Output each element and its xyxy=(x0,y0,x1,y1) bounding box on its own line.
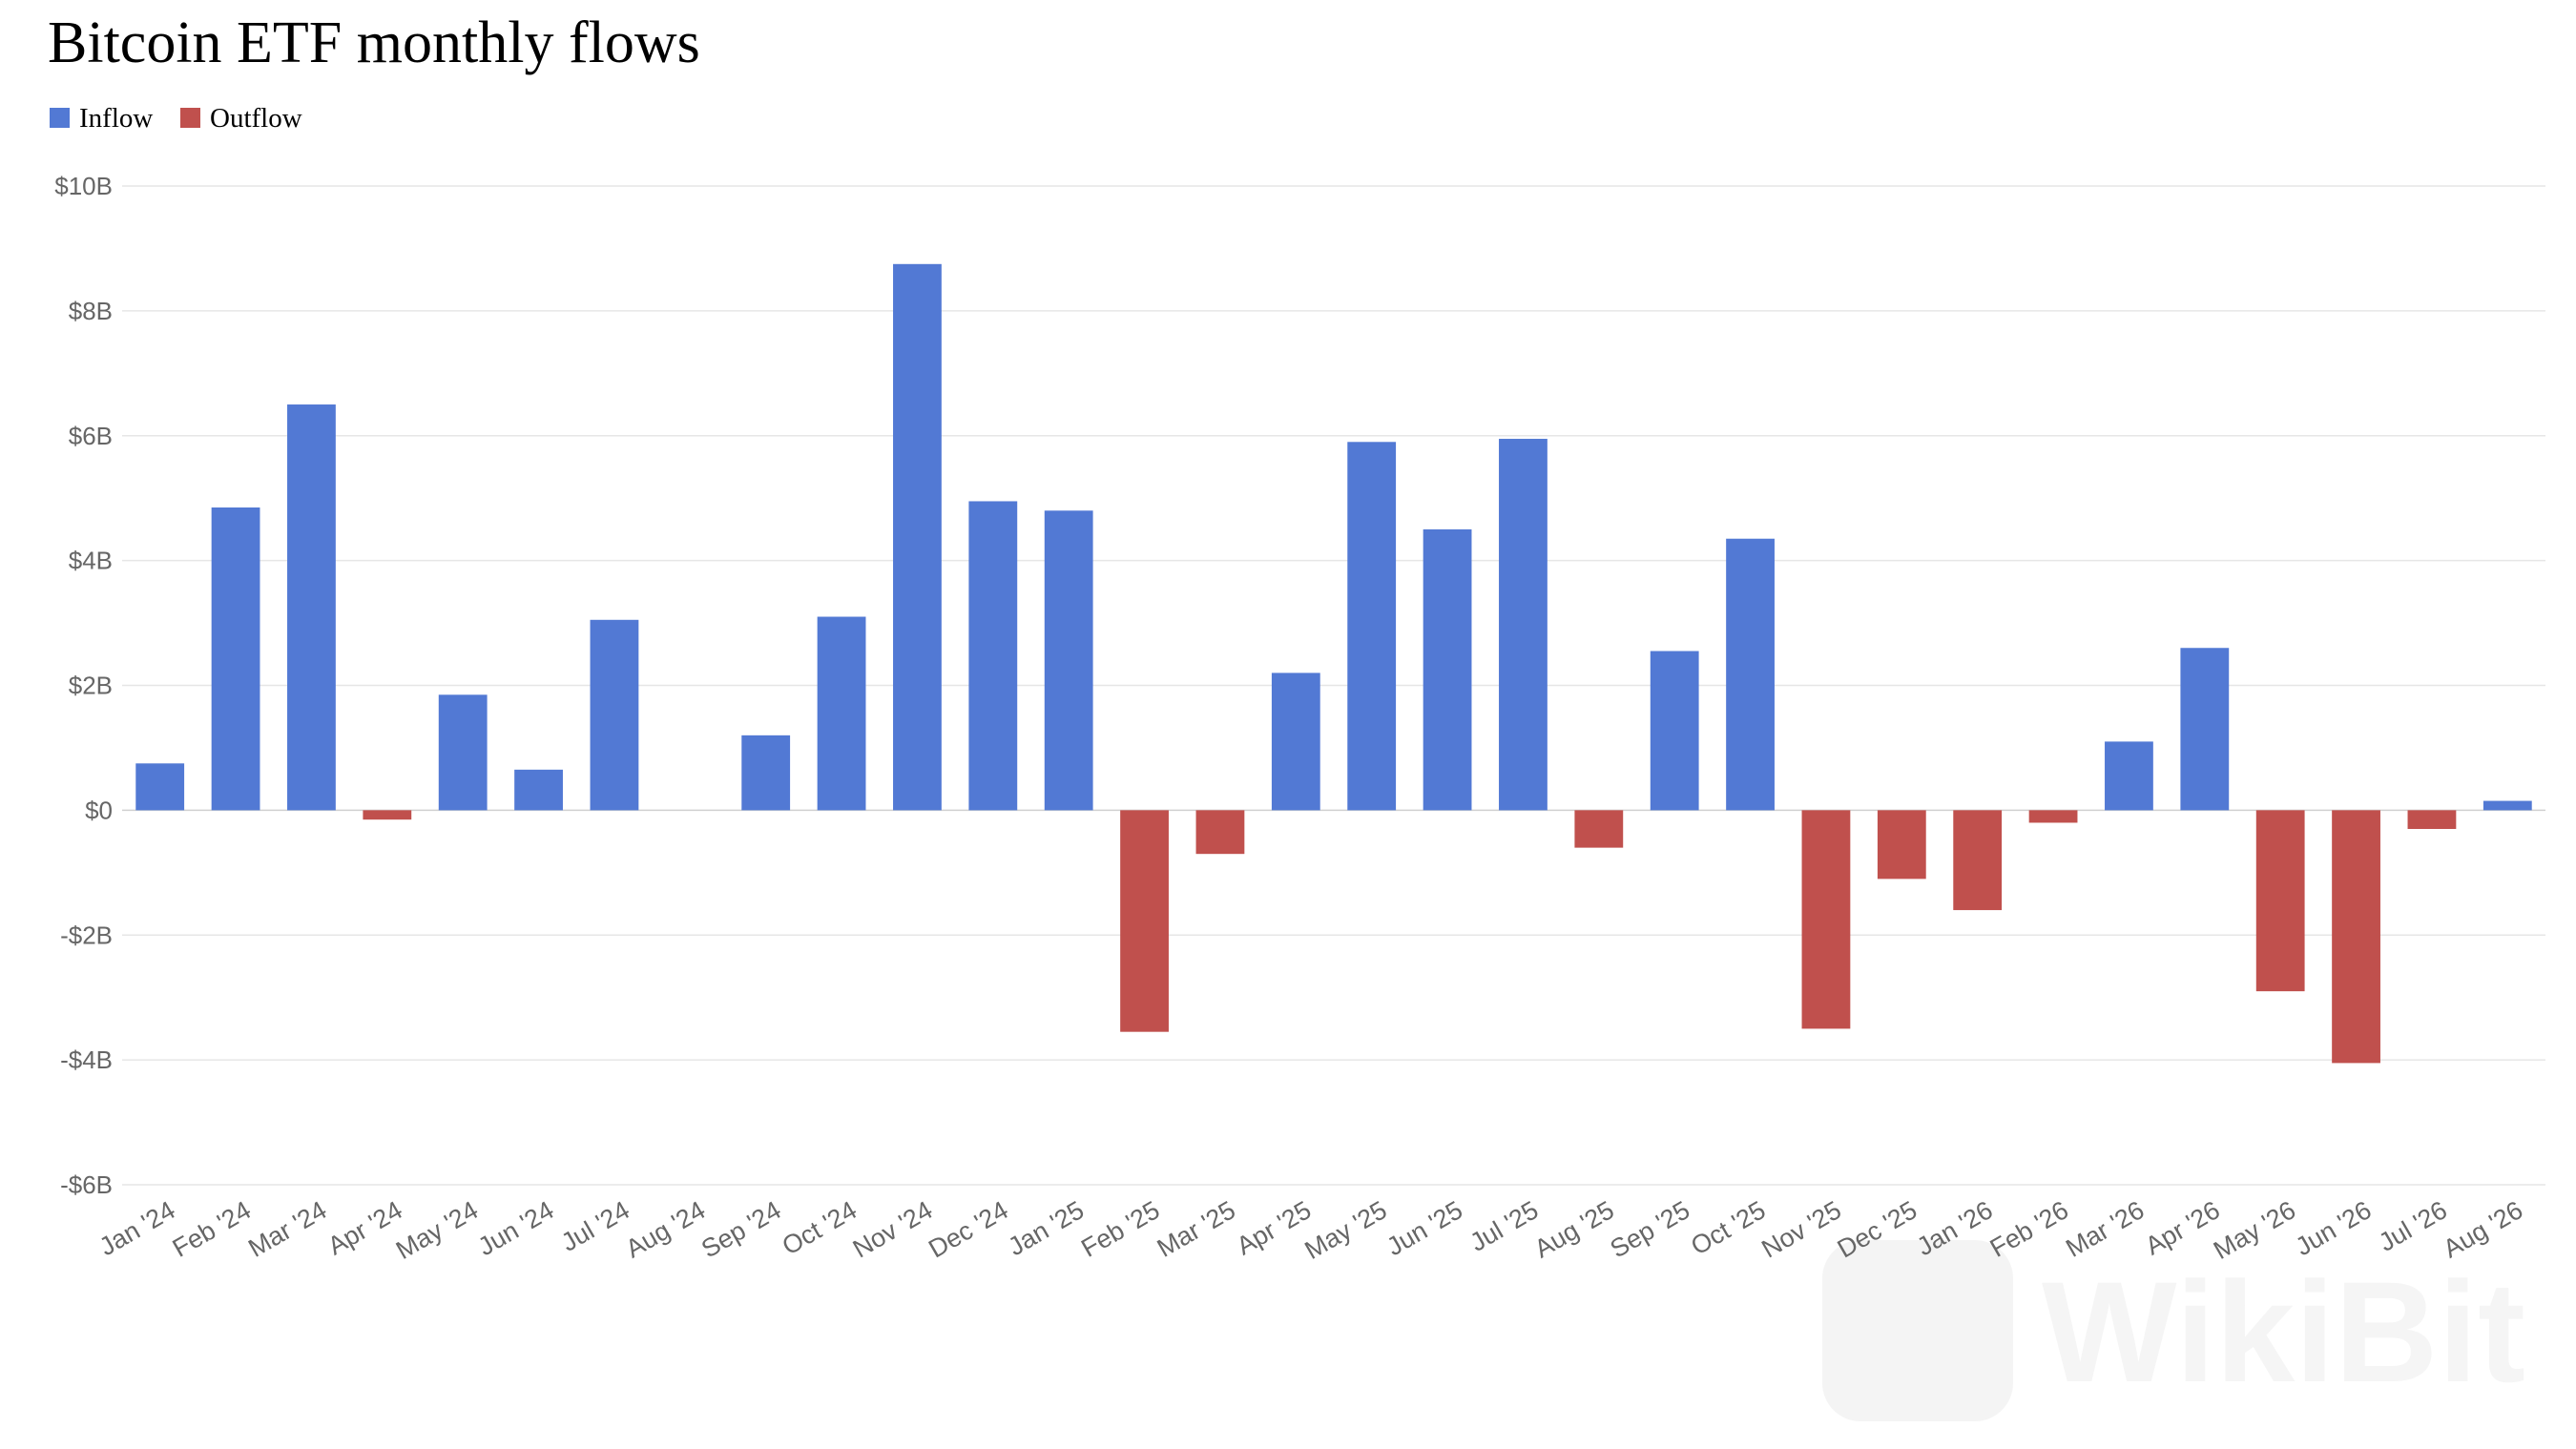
bar-inflow xyxy=(1271,673,1320,811)
x-tick-label: Jul '26 xyxy=(2374,1195,2452,1257)
bar-inflow xyxy=(2180,648,2230,811)
x-tick-label: May '25 xyxy=(1300,1195,1392,1265)
bar-outflow xyxy=(2332,810,2380,1064)
x-tick-label: Aug '25 xyxy=(1529,1195,1619,1263)
x-tick-label: Dec '24 xyxy=(924,1195,1013,1263)
bar-inflow xyxy=(438,694,488,811)
x-tick-label: Mar '24 xyxy=(243,1195,331,1263)
bar-outflow xyxy=(1801,810,1851,1029)
x-tick-label: Jun '24 xyxy=(473,1195,559,1261)
y-tick-label: -$6B xyxy=(60,1170,113,1199)
bar-inflow xyxy=(2483,800,2532,811)
wikibit-logo-icon xyxy=(1822,1240,2013,1421)
x-tick-label: Jun '25 xyxy=(1381,1195,1467,1261)
x-tick-label: Apr '25 xyxy=(1232,1195,1316,1260)
x-tick-label: Sep '24 xyxy=(696,1195,786,1263)
bar-inflow xyxy=(1423,528,1472,811)
x-tick-label: Jan '24 xyxy=(94,1195,180,1261)
x-tick-label: Apr '24 xyxy=(322,1195,406,1260)
bar-outflow xyxy=(1195,810,1245,855)
bar-outflow xyxy=(2028,810,2078,823)
x-tick-label: Jul '25 xyxy=(1465,1195,1544,1257)
legend-label-inflow: Inflow xyxy=(79,103,153,134)
bar-outflow xyxy=(2407,810,2457,830)
bar-inflow xyxy=(968,501,1018,811)
x-tick-label: Oct '24 xyxy=(778,1195,862,1260)
x-tick-label: Oct '25 xyxy=(1686,1195,1770,1260)
bar-outflow xyxy=(363,810,412,820)
watermark: WikiBit xyxy=(1822,1240,2525,1421)
bar-inflow xyxy=(817,616,866,811)
y-tick-label: $4B xyxy=(69,547,113,575)
x-tick-label: Jul '24 xyxy=(556,1195,634,1257)
bar-inflow xyxy=(2105,741,2153,811)
x-tick-label: Aug '24 xyxy=(621,1195,711,1263)
bar-outflow xyxy=(1120,810,1169,1032)
bar-inflow xyxy=(1044,510,1093,811)
bar-outflow xyxy=(1877,810,1926,880)
legend-item-inflow: Inflow xyxy=(50,103,153,134)
bar-outflow xyxy=(2255,810,2305,992)
bar-outflow xyxy=(1953,810,2003,911)
bar-inflow xyxy=(1726,538,1775,811)
y-tick-label: $6B xyxy=(69,422,113,450)
bar-outflow xyxy=(1574,810,1624,848)
bar-inflow xyxy=(1650,651,1699,811)
legend: Inflow Outflow xyxy=(50,103,302,134)
bar-inflow xyxy=(514,769,563,811)
x-tick-label: Mar '25 xyxy=(1153,1195,1240,1263)
legend-item-outflow: Outflow xyxy=(180,103,302,134)
x-tick-label: Feb '25 xyxy=(1076,1195,1164,1263)
y-tick-label: -$4B xyxy=(60,1045,113,1074)
legend-swatch-inflow xyxy=(50,108,70,128)
bar-inflow xyxy=(211,507,260,811)
bar-inflow xyxy=(287,404,336,811)
x-tick-label: Nov '24 xyxy=(848,1195,938,1263)
y-tick-label: $0 xyxy=(85,796,113,824)
y-tick-label: $8B xyxy=(69,297,113,325)
legend-label-outflow: Outflow xyxy=(210,103,302,134)
bar-inflow xyxy=(1499,439,1548,811)
bars xyxy=(135,263,2532,1064)
bar-inflow xyxy=(590,619,639,811)
x-tick-label: May '24 xyxy=(391,1195,483,1265)
bar-inflow xyxy=(741,735,791,811)
y-axis: $10B $8B $6B $4B $2B $0 -$2B -$4B -$6B xyxy=(54,172,113,1199)
x-tick-label: Feb '24 xyxy=(168,1195,256,1263)
x-tick-label: Jan '25 xyxy=(1004,1195,1090,1261)
chart-title: Bitcoin ETF monthly flows xyxy=(48,10,700,75)
x-tick-label: Sep '25 xyxy=(1606,1195,1695,1263)
bar-inflow xyxy=(893,263,942,811)
y-tick-label: $10B xyxy=(54,172,113,200)
legend-swatch-outflow xyxy=(180,108,200,128)
bar-inflow xyxy=(1347,442,1397,811)
y-tick-label: $2B xyxy=(69,672,113,700)
y-tick-label: -$2B xyxy=(60,921,113,949)
watermark-text: WikiBit xyxy=(2042,1252,2525,1412)
bar-inflow xyxy=(135,763,185,811)
